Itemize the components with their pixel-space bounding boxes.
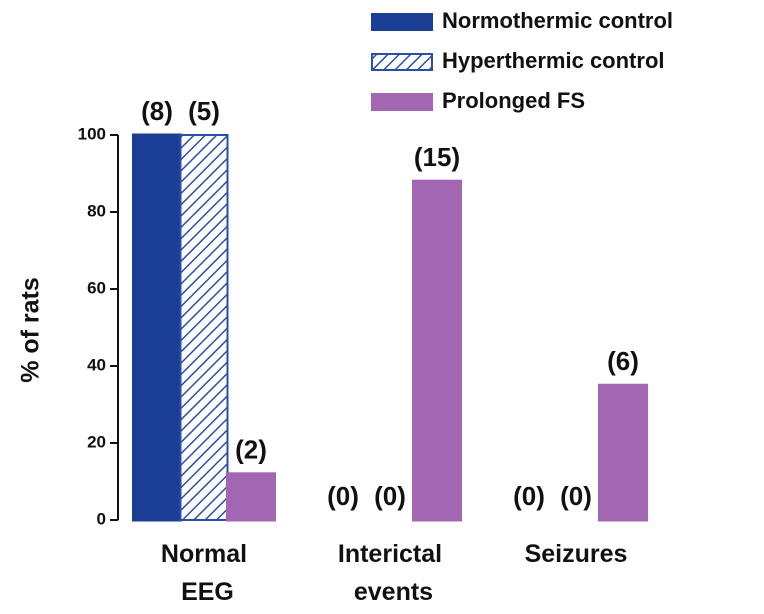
- y-axis-label: % of rats: [17, 277, 45, 383]
- bar-label: (15): [414, 142, 460, 172]
- x-tick-label: Seizures: [525, 540, 628, 568]
- bar-label: (2): [235, 435, 267, 465]
- x-tick-label-line: Interictal: [338, 540, 442, 568]
- legend-label: Hyperthermic control: [442, 48, 665, 73]
- legend-swatch: [371, 53, 433, 71]
- bar: [226, 472, 276, 522]
- x-tick-label: Interictal events: [338, 540, 442, 606]
- y-tick-label: 60: [87, 278, 106, 297]
- bar-label: (0): [513, 481, 545, 511]
- bar-label: (0): [327, 481, 359, 511]
- bar-label: (0): [560, 481, 592, 511]
- x-tick-label-line: Normal: [161, 540, 247, 568]
- x-tick-label-line: Seizures: [525, 540, 628, 568]
- y-tick-label: 100: [78, 124, 106, 143]
- y-tick-label: 40: [87, 355, 106, 374]
- bar-label: (8): [141, 96, 173, 126]
- bar-label: (5): [188, 96, 220, 126]
- bar: [132, 133, 182, 522]
- x-tick-label: Normal EEG: [161, 540, 247, 606]
- y-tick-label: 80: [87, 201, 106, 220]
- legend-label: Normothermic control: [442, 8, 673, 33]
- bar-label: (6): [607, 346, 639, 376]
- bar: [179, 134, 229, 521]
- y-tick-label: 20: [87, 432, 106, 451]
- x-tick-label-line: EEG: [174, 578, 234, 606]
- bar: [412, 179, 462, 522]
- legend-label: Prolonged FS: [442, 88, 585, 113]
- x-tick-label-line: events: [347, 578, 433, 606]
- bar: [598, 383, 648, 522]
- legend-swatch: [371, 13, 433, 31]
- legend-swatch: [371, 93, 433, 111]
- y-tick-label: 0: [97, 509, 106, 528]
- bar-label: (0): [374, 481, 406, 511]
